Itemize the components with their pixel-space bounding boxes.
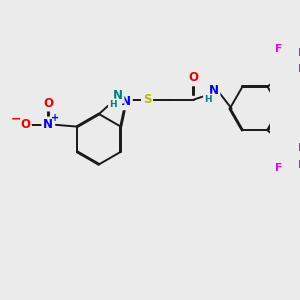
Text: F: F (298, 48, 300, 58)
Text: N: N (113, 89, 123, 102)
Text: F: F (275, 163, 282, 173)
Text: S: S (143, 93, 151, 106)
Text: −: − (11, 113, 21, 126)
Text: H: H (204, 95, 212, 104)
Text: +: + (51, 112, 59, 123)
Text: F: F (298, 64, 300, 74)
Text: F: F (298, 143, 300, 153)
Text: O: O (20, 118, 30, 131)
Text: N: N (44, 118, 53, 131)
Text: F: F (298, 160, 300, 170)
Text: N: N (208, 84, 219, 97)
Text: F: F (275, 44, 282, 54)
Text: O: O (189, 71, 199, 85)
Text: O: O (44, 97, 53, 110)
Text: N: N (121, 95, 131, 109)
Text: H: H (110, 100, 117, 109)
